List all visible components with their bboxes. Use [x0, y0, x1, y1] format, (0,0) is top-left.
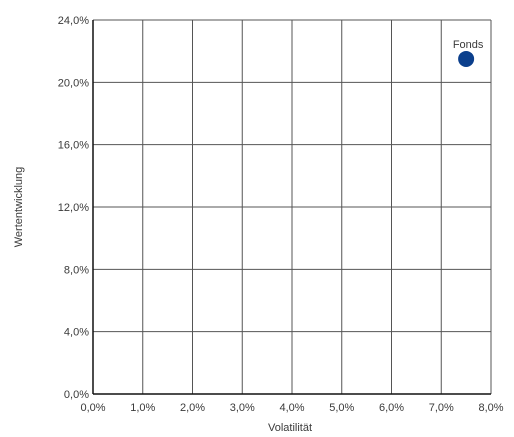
y-tick-label: 12,0% [58, 202, 89, 214]
x-tick-label: 7,0% [429, 402, 454, 414]
grid [92, 19, 492, 395]
y-tick-label: 24,0% [58, 15, 89, 27]
x-tick-label: 6,0% [379, 402, 404, 414]
x-tick-label: 8,0% [478, 402, 503, 414]
x-tick-label: 1,0% [130, 402, 155, 414]
x-tick-label: 3,0% [230, 402, 255, 414]
x-tick-label: 5,0% [329, 402, 354, 414]
data-point [458, 50, 475, 67]
y-axis-label: Wertentwicklung [13, 167, 25, 248]
y-tick-label: 4,0% [64, 327, 89, 339]
y-tick-label: 20,0% [58, 77, 89, 89]
data-point-label: Fonds [453, 39, 484, 51]
data-points: Fonds [453, 39, 484, 67]
x-tick-label: 2,0% [180, 402, 205, 414]
y-tick-label: 16,0% [58, 140, 89, 152]
x-tick-label: 4,0% [279, 402, 304, 414]
tick-labels: 0,0% 1,0% 2,0% 3,0% 4,0% 5,0% 6,0% 7,0% 8,0% 0,0%… [58, 15, 504, 414]
y-tick-label: 8,0% [64, 264, 89, 276]
x-tick-label: 0,0% [80, 402, 105, 414]
y-tick-label: 0,0% [64, 389, 89, 401]
x-axis-label: Volatilität [268, 422, 312, 432]
axes [92, 20, 491, 395]
